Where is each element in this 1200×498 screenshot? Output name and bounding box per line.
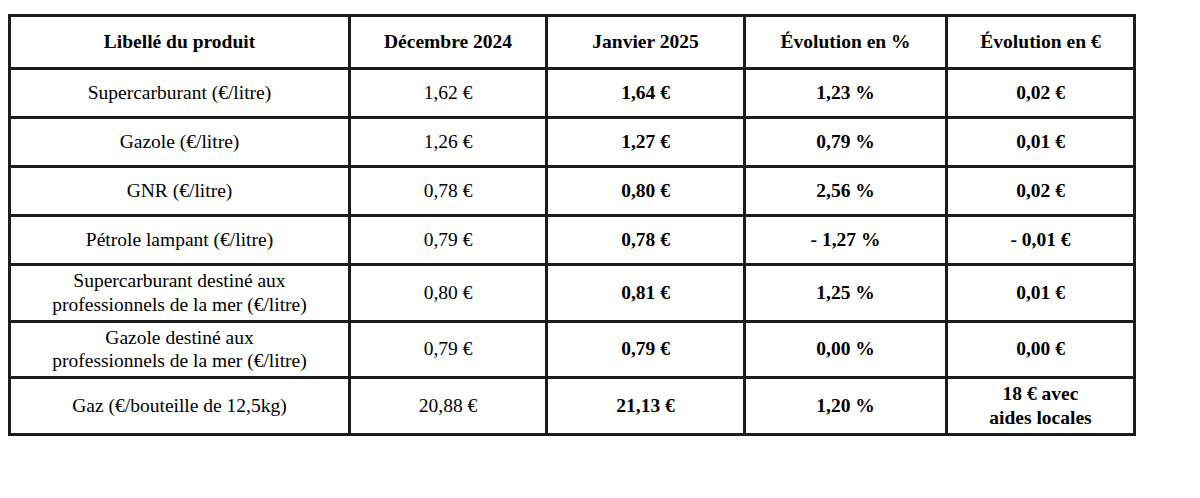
column-header-december-2024: Décembre 2024 <box>350 16 547 69</box>
column-header-product: Libellé du produit <box>10 16 350 69</box>
cell-evolution-percent: - 1,27 % <box>745 216 947 265</box>
table-row: Gazole destiné aux professionnels de la … <box>10 321 1135 378</box>
cell-product: Gaz (€/bouteille de 12,5kg) <box>10 378 350 435</box>
cell-evolution-percent: 1,23 % <box>745 69 947 118</box>
cell-january-2025: 0,79 € <box>547 321 745 378</box>
cell-evolution-percent: 0,00 % <box>745 321 947 378</box>
table-row: Pétrole lampant (€/litre) 0,79 € 0,78 € … <box>10 216 1135 265</box>
column-header-january-2025: Janvier 2025 <box>547 16 745 69</box>
cell-evolution-percent: 1,20 % <box>745 378 947 435</box>
cell-evolution-euro: 0,02 € <box>947 167 1135 216</box>
column-header-evolution-percent: Évolution en % <box>745 16 947 69</box>
cell-december-2024: 20,88 € <box>350 378 547 435</box>
table-row: GNR (€/litre) 0,78 € 0,80 € 2,56 % 0,02 … <box>10 167 1135 216</box>
cell-product: Gazole destiné aux professionnels de la … <box>10 321 350 378</box>
fuel-price-table: Libellé du produit Décembre 2024 Janvier… <box>8 14 1136 436</box>
cell-january-2025: 1,64 € <box>547 69 745 118</box>
cell-product: Gazole (€/litre) <box>10 118 350 167</box>
cell-evolution-percent: 0,79 % <box>745 118 947 167</box>
cell-december-2024: 0,78 € <box>350 167 547 216</box>
cell-december-2024: 0,80 € <box>350 265 547 322</box>
table-row: Supercarburant (€/litre) 1,62 € 1,64 € 1… <box>10 69 1135 118</box>
cell-evolution-euro: 0,01 € <box>947 118 1135 167</box>
cell-product: GNR (€/litre) <box>10 167 350 216</box>
cell-january-2025: 0,80 € <box>547 167 745 216</box>
column-header-evolution-euro: Évolution en € <box>947 16 1135 69</box>
cell-december-2024: 1,62 € <box>350 69 547 118</box>
table-header-row: Libellé du produit Décembre 2024 Janvier… <box>10 16 1135 69</box>
cell-evolution-euro: 0,00 € <box>947 321 1135 378</box>
table-row: Gaz (€/bouteille de 12,5kg) 20,88 € 21,1… <box>10 378 1135 435</box>
cell-evolution-percent: 2,56 % <box>745 167 947 216</box>
cell-evolution-euro: - 0,01 € <box>947 216 1135 265</box>
cell-december-2024: 1,26 € <box>350 118 547 167</box>
cell-january-2025: 21,13 € <box>547 378 745 435</box>
table-row: Gazole (€/litre) 1,26 € 1,27 € 0,79 % 0,… <box>10 118 1135 167</box>
cell-january-2025: 1,27 € <box>547 118 745 167</box>
cell-evolution-euro: 0,02 € <box>947 69 1135 118</box>
cell-product: Supercarburant (€/litre) <box>10 69 350 118</box>
cell-evolution-euro: 0,01 € <box>947 265 1135 322</box>
cell-december-2024: 0,79 € <box>350 216 547 265</box>
cell-product: Supercarburant destiné aux professionnel… <box>10 265 350 322</box>
cell-january-2025: 0,81 € <box>547 265 745 322</box>
table-row: Supercarburant destiné aux professionnel… <box>10 265 1135 322</box>
cell-evolution-percent: 1,25 % <box>745 265 947 322</box>
cell-product: Pétrole lampant (€/litre) <box>10 216 350 265</box>
cell-january-2025: 0,78 € <box>547 216 745 265</box>
cell-december-2024: 0,79 € <box>350 321 547 378</box>
cell-evolution-euro: 18 € avec aides locales <box>947 378 1135 435</box>
